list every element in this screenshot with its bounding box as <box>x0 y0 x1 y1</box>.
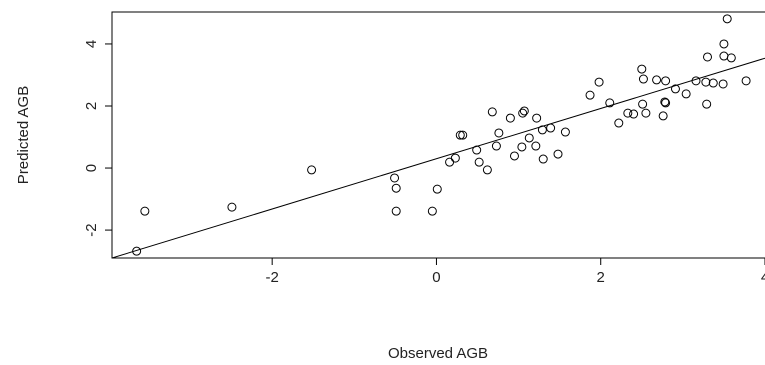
point <box>519 106 529 116</box>
point <box>718 79 728 89</box>
point <box>532 113 542 123</box>
point <box>652 75 662 85</box>
point <box>719 51 729 61</box>
x-tick-label: -2 <box>265 269 278 286</box>
point <box>605 98 615 108</box>
point <box>661 98 671 108</box>
fit-line <box>112 57 765 258</box>
point <box>458 130 468 140</box>
point <box>670 84 680 94</box>
point <box>455 130 465 140</box>
point <box>708 78 718 88</box>
x-tick-label: 0 <box>432 269 440 286</box>
point <box>553 149 563 159</box>
point <box>509 151 519 161</box>
point <box>472 145 482 155</box>
point <box>524 133 534 143</box>
point <box>474 157 484 167</box>
y-tick-label: 4 <box>83 40 100 48</box>
y-tick-label: -2 <box>83 223 100 236</box>
point <box>432 184 442 194</box>
point <box>491 141 501 151</box>
y-axis-label: Predicted AGB <box>15 86 32 184</box>
point <box>531 141 541 151</box>
point <box>546 123 556 133</box>
point <box>658 111 668 121</box>
point <box>307 165 317 175</box>
x-tick-label: 2 <box>597 269 605 286</box>
point <box>722 14 732 24</box>
point <box>427 206 437 216</box>
point <box>487 107 497 117</box>
point <box>703 52 713 62</box>
point <box>701 77 711 87</box>
point <box>638 74 648 84</box>
point <box>518 108 528 118</box>
point <box>537 125 547 135</box>
point <box>638 99 648 109</box>
point <box>660 97 670 107</box>
point <box>450 153 460 163</box>
point <box>726 53 736 63</box>
point <box>140 206 150 216</box>
point <box>637 64 647 74</box>
point <box>445 157 455 167</box>
point <box>390 173 400 183</box>
point <box>538 154 548 164</box>
point <box>691 76 701 86</box>
point <box>719 39 729 49</box>
point <box>702 99 712 109</box>
point <box>494 128 504 138</box>
point <box>594 77 604 87</box>
point <box>585 90 595 100</box>
point <box>681 89 691 99</box>
point <box>482 165 492 175</box>
point <box>560 127 570 137</box>
point <box>629 109 639 119</box>
point <box>132 246 142 256</box>
point <box>641 108 651 118</box>
point <box>391 206 401 216</box>
point <box>391 183 401 193</box>
plot-frame <box>111 11 765 259</box>
x-tick-label: 4 <box>761 269 765 286</box>
x-axis-label: Observed AGB <box>388 345 488 362</box>
point <box>614 118 624 128</box>
point <box>227 202 237 212</box>
point <box>505 113 515 123</box>
y-tick-label: 0 <box>83 164 100 172</box>
point <box>623 108 633 118</box>
point <box>517 142 527 152</box>
y-tick-label: 2 <box>83 102 100 110</box>
point <box>741 76 751 86</box>
point <box>661 76 671 86</box>
